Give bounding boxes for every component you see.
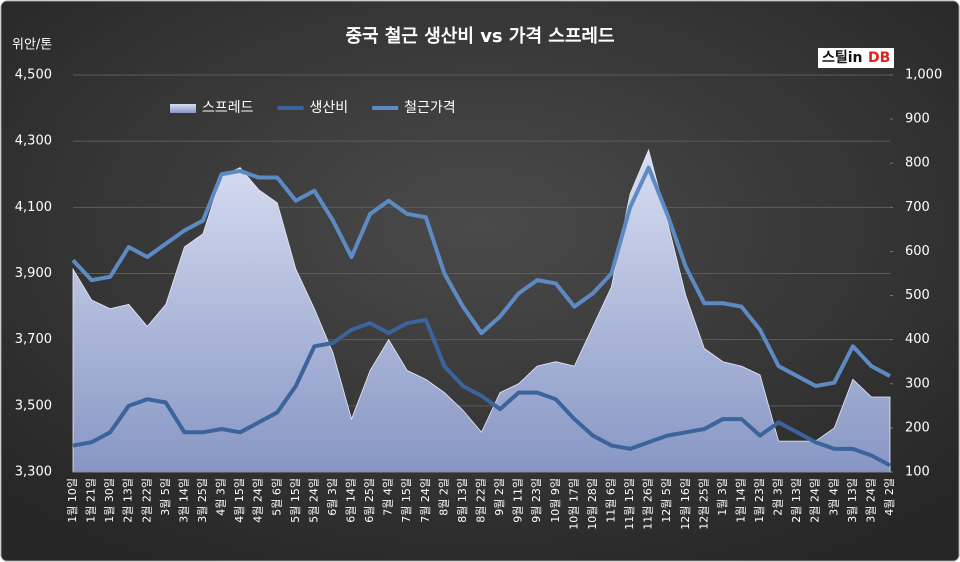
x-tick-label: 4월 24일 <box>251 478 265 523</box>
spread-area <box>72 148 891 473</box>
x-tick-label: 2월 13일 <box>121 478 135 523</box>
x-tick-label: 11월 15일 <box>622 478 636 530</box>
y2-tick-label: 900 <box>905 112 930 127</box>
x-tick-label: 9월 11일 <box>511 478 525 523</box>
x-tick-label: 10월 9일 <box>548 478 562 523</box>
x-tick-label: 4월 15일 <box>232 478 246 523</box>
x-tick-label: 12월 25일 <box>696 478 710 530</box>
x-tick-label: 12월 16일 <box>678 478 692 530</box>
y2-tick-label: 300 <box>905 376 930 391</box>
x-tick-label: 2월 24일 <box>808 478 822 523</box>
logo-box <box>818 48 894 68</box>
y2-tick-label: 1,000 <box>905 68 942 83</box>
x-tick-label: 8월 13일 <box>455 478 469 523</box>
x-tick-label: 5월 24일 <box>306 478 320 523</box>
x-tick-label: 3월 4일 <box>826 478 840 516</box>
x-tick-label: 6월 3일 <box>325 478 339 516</box>
y2-tick-label: 800 <box>905 156 930 171</box>
x-tick-label: 5월 15일 <box>288 478 302 523</box>
x-tick-label: 1월 14일 <box>733 478 747 523</box>
y-axis-label: 위안/톤 <box>12 38 52 53</box>
x-tick-label: 3월 13일 <box>845 478 859 523</box>
y-tick-label: 3,700 <box>15 332 52 347</box>
x-tick-label: 4월 2일 <box>882 478 896 516</box>
series-line <box>71 165 891 388</box>
x-tick-label: 8월 2일 <box>436 478 450 516</box>
y-tick-label: 4,500 <box>15 68 52 83</box>
x-tick-label: 1월 3일 <box>715 478 729 516</box>
x-tick-label: 12월 5일 <box>659 478 673 523</box>
y2-tick-label: 700 <box>905 200 930 215</box>
y-tick-label: 4,100 <box>15 200 52 215</box>
y2-tick-label: 100 <box>905 465 930 480</box>
y2-tick-label: 500 <box>905 288 930 303</box>
logo: DB <box>868 50 890 66</box>
x-tick-label: 2월 13일 <box>789 478 803 523</box>
x-tick-label: 6월 25일 <box>362 478 376 523</box>
x-tick-label: 4월 3일 <box>214 478 228 516</box>
x-tick-label: 3월 5일 <box>158 478 172 516</box>
legend-label: 생산비 <box>310 100 349 116</box>
x-tick-label: 10월 17일 <box>566 478 580 530</box>
logo: 스틸in <box>822 50 863 66</box>
x-tick-label: 2월 22일 <box>139 478 153 523</box>
x-tick-label: 11월 26일 <box>641 478 655 530</box>
y2-tick-label: 600 <box>905 244 930 259</box>
x-tick-label: 1월 23일 <box>752 478 766 523</box>
x-tick-label: 3월 25일 <box>195 478 209 523</box>
series-line <box>72 317 891 468</box>
x-tick-label: 7월 15일 <box>399 478 413 523</box>
x-tick-label: 1월 21일 <box>84 478 98 523</box>
y-tick-label: 3,300 <box>15 465 52 480</box>
y-tick-label: 3,900 <box>15 266 52 281</box>
legend-swatch <box>170 104 196 113</box>
x-tick-label: 9월 23일 <box>529 478 543 523</box>
x-tick-label: 8월 22일 <box>474 478 488 523</box>
x-tick-label: 3월 14일 <box>176 478 190 523</box>
x-tick-label: 5월 6일 <box>269 478 283 516</box>
x-tick-label: 9월 2일 <box>492 478 506 516</box>
x-tick-label: 1월 30일 <box>102 478 116 523</box>
y2-tick-label: 400 <box>905 332 930 347</box>
x-tick-label: 11월 6일 <box>603 478 617 523</box>
chart-title: 중국 철근 생산비 vs 가격 스프레드 <box>345 26 614 47</box>
x-tick-label: 6월 14일 <box>344 478 358 523</box>
legend-label: 철근가격 <box>404 100 456 116</box>
x-tick-label: 3월 24일 <box>863 478 877 523</box>
x-tick-label: 7월 4일 <box>381 478 395 516</box>
y-tick-label: 3,500 <box>15 398 52 413</box>
x-tick-label: 1월 10일 <box>65 478 79 523</box>
x-tick-label: 7월 24일 <box>418 478 432 523</box>
legend-label: 스프레드 <box>202 100 254 116</box>
x-tick-label: 10월 28일 <box>585 478 599 530</box>
x-tick-label: 2월 3일 <box>771 478 785 516</box>
y2-tick-label: 200 <box>905 420 930 435</box>
y-tick-label: 4,300 <box>15 134 52 149</box>
